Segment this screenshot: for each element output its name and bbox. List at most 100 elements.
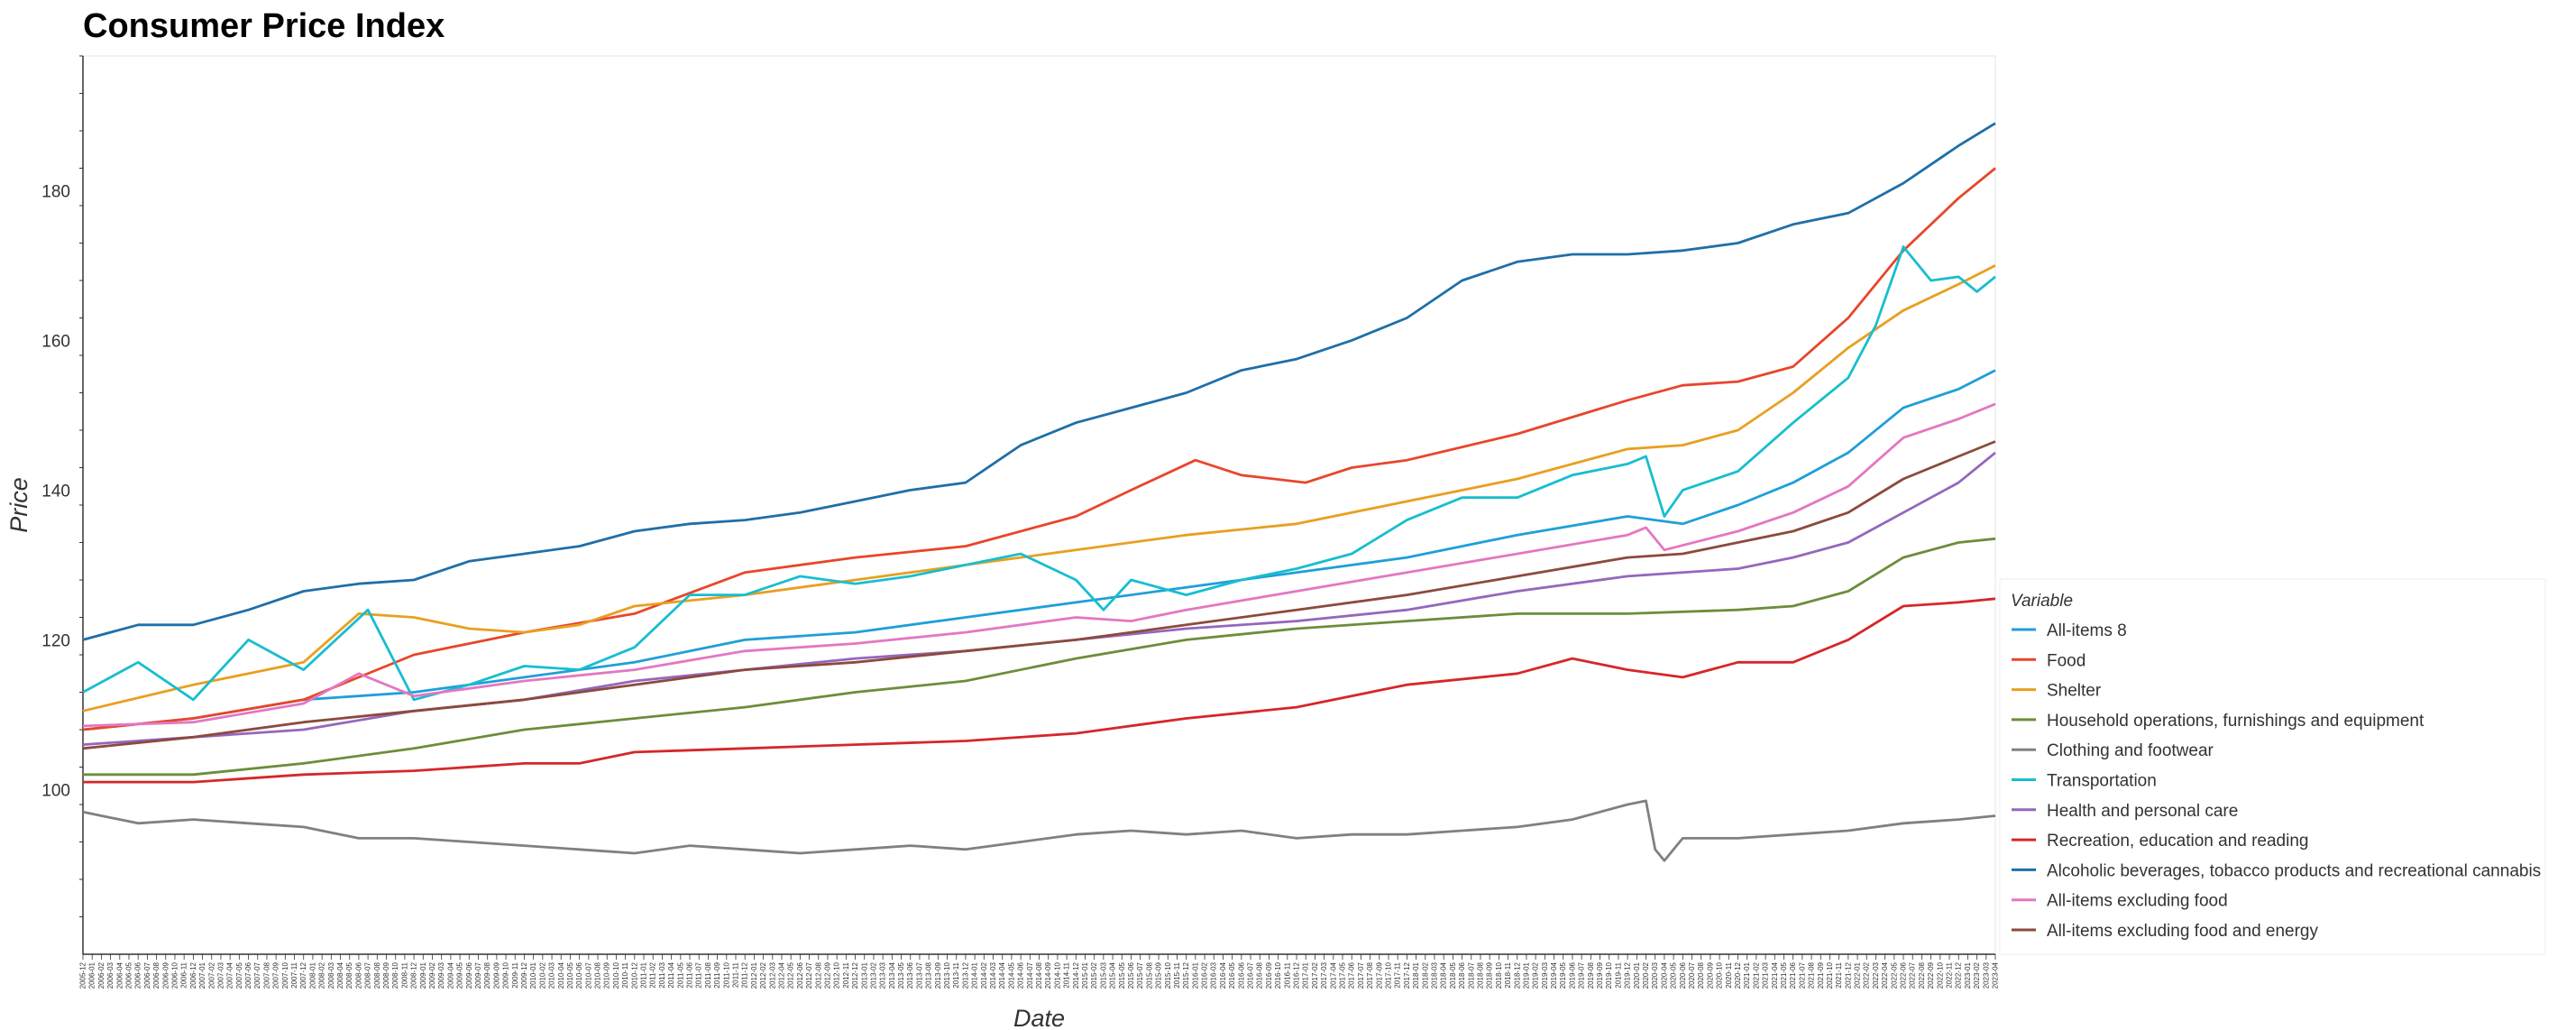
x-tick-label: 2008-10: [391, 961, 399, 989]
x-tick-label: 2017-07: [1357, 961, 1365, 989]
x-tick-label: 2006-05: [124, 961, 133, 989]
x-tick-label: 2022-12: [1955, 961, 1963, 989]
x-tick-label: 2012-04: [777, 961, 785, 989]
x-tick-label: 2013-11: [952, 961, 960, 988]
x-tick-label: 2017-09: [1375, 961, 1383, 989]
x-tick-label: 2018-11: [1504, 961, 1512, 988]
x-tick-label: 2018-10: [1495, 961, 1503, 989]
x-tick-label: 2007-07: [253, 961, 261, 989]
x-tick-label: 2008-11: [400, 961, 408, 988]
x-tick-label: 2007-10: [281, 961, 289, 989]
x-tick-label: 2021-01: [1743, 961, 1751, 989]
x-tick-label: 2016-12: [1293, 961, 1301, 989]
x-tick-label: 2022-07: [1909, 961, 1917, 989]
x-tick-label: 2021-06: [1789, 961, 1797, 989]
x-tick-label: 2013-02: [869, 961, 877, 989]
x-tick-label: 2022-10: [1936, 961, 1944, 989]
x-tick-label: 2020-04: [1660, 961, 1668, 989]
series-line-9: [82, 122, 1996, 641]
y-tick-label: 100: [41, 781, 70, 800]
x-tick-label: 2015-10: [1164, 961, 1172, 989]
legend: Variable All-items 8 Food Shelter Household…: [1999, 578, 2546, 955]
x-tick-label: 2016-03: [1210, 961, 1218, 989]
x-tick-label: 2016-01: [1191, 961, 1199, 989]
x-tick-label: 2009-07: [474, 961, 482, 989]
legend-entry: Household operations, furnishings and eq…: [2047, 712, 2425, 731]
x-tick-label: 2010-04: [557, 961, 565, 989]
x-tick-label: 2020-05: [1670, 961, 1678, 989]
x-tick-label: 2019-03: [1541, 961, 1549, 989]
series-line-3: [82, 264, 1996, 713]
series-line-8: [83, 597, 1996, 784]
x-tick-label: 2014-04: [998, 961, 1006, 989]
x-tick-label: 2016-07: [1247, 961, 1255, 989]
x-tick-label: 2019-06: [1568, 961, 1576, 989]
x-tick-label: 2012-03: [768, 961, 776, 989]
x-tick-label: 2019-01: [1522, 961, 1530, 989]
x-tick-label: 2016-02: [1201, 961, 1209, 989]
x-tick-label: 2023-03: [1982, 961, 1990, 989]
x-tick-label: 2017-02: [1311, 961, 1319, 989]
legend-title: Variable: [2011, 592, 2073, 611]
legend-entry: All-items excluding food: [2047, 892, 2228, 911]
x-tick-label: 2019-02: [1532, 961, 1540, 989]
x-tick-label: 2011-02: [649, 961, 657, 988]
legend-entry: Clothing and footwear: [2047, 741, 2214, 760]
x-tick-label: 2006-04: [115, 961, 124, 989]
x-tick-label: 2020-10: [1716, 961, 1724, 989]
x-tick-label: 2018-04: [1440, 961, 1448, 989]
x-tick-label: 2007-09: [272, 961, 280, 989]
x-tick-label: 2006-06: [134, 961, 142, 989]
x-tick-label: 2019-10: [1605, 961, 1613, 989]
x-tick-label: 2011-04: [667, 961, 675, 988]
x-tick-label: 2019-07: [1578, 961, 1586, 989]
x-tick-label: 2014-08: [1035, 961, 1043, 989]
x-tick-label: 2007-04: [226, 961, 234, 989]
x-tick-label: 2008-02: [318, 961, 326, 989]
x-tick-label: 2012-12: [851, 961, 859, 989]
y-axis-ticks: 100 120 140 160 180: [41, 55, 83, 917]
x-tick-label: 2016-11: [1283, 961, 1291, 988]
x-tick-label: 2010-05: [566, 961, 574, 989]
x-tick-label: 2021-04: [1771, 961, 1779, 989]
series-line-10: [82, 402, 1996, 728]
x-tick-label: 2023-04: [1992, 961, 2000, 989]
x-tick-label: 2008-08: [373, 961, 381, 989]
x-tick-label: 2015-04: [1109, 961, 1117, 989]
x-tick-label: 2015-11: [1173, 961, 1181, 988]
x-tick-label: 2021-11: [1835, 961, 1843, 988]
x-tick-label: 2016-04: [1219, 961, 1227, 989]
legend-entry: Alcoholic beverages, tobacco products an…: [2047, 861, 2541, 880]
x-tick-label: 2021-07: [1798, 961, 1806, 989]
x-tick-label: 2020-01: [1633, 961, 1641, 989]
legend-entry: Transportation: [2047, 772, 2157, 791]
x-tick-label: 2010-07: [584, 961, 592, 989]
x-tick-label: 2013-05: [897, 961, 905, 989]
x-tick-label: 2018-12: [1513, 961, 1521, 989]
x-tick-label: 2013-06: [906, 961, 914, 989]
x-tick-label: 2020-07: [1688, 961, 1696, 989]
x-tick-label: 2015-08: [1145, 961, 1153, 989]
x-tick-label: 2007-06: [244, 961, 252, 989]
x-tick-label: 2012-08: [814, 961, 822, 989]
x-tick-label: 2022-03: [1872, 961, 1880, 989]
x-tick-label: 2010-06: [575, 961, 583, 989]
x-tick-label: 2013-07: [915, 961, 923, 989]
x-tick-label: 2008-07: [364, 961, 372, 989]
x-tick-label: 2020-02: [1642, 961, 1650, 989]
x-tick-label: 2021-08: [1808, 961, 1816, 989]
x-tick-label: 2009-12: [520, 961, 528, 989]
series-line-5: [82, 799, 1996, 862]
x-tick-label: 2017-06: [1348, 961, 1356, 989]
x-tick-label: 2012-06: [796, 961, 804, 989]
x-tick-label: 2022-02: [1863, 961, 1871, 989]
x-tick-label: 2013-03: [879, 961, 887, 989]
x-tick-label: 2022-09: [1927, 961, 1935, 989]
x-tick-label: 2011-10: [722, 961, 730, 988]
x-tick-label: 2020-03: [1651, 961, 1659, 989]
x-tick-label: 2019-05: [1559, 961, 1567, 989]
x-tick-label: 2009-05: [456, 961, 464, 989]
legend-entry: All-items excluding food and energy: [2047, 922, 2319, 941]
x-tick-label: 2022-05: [1890, 961, 1898, 989]
